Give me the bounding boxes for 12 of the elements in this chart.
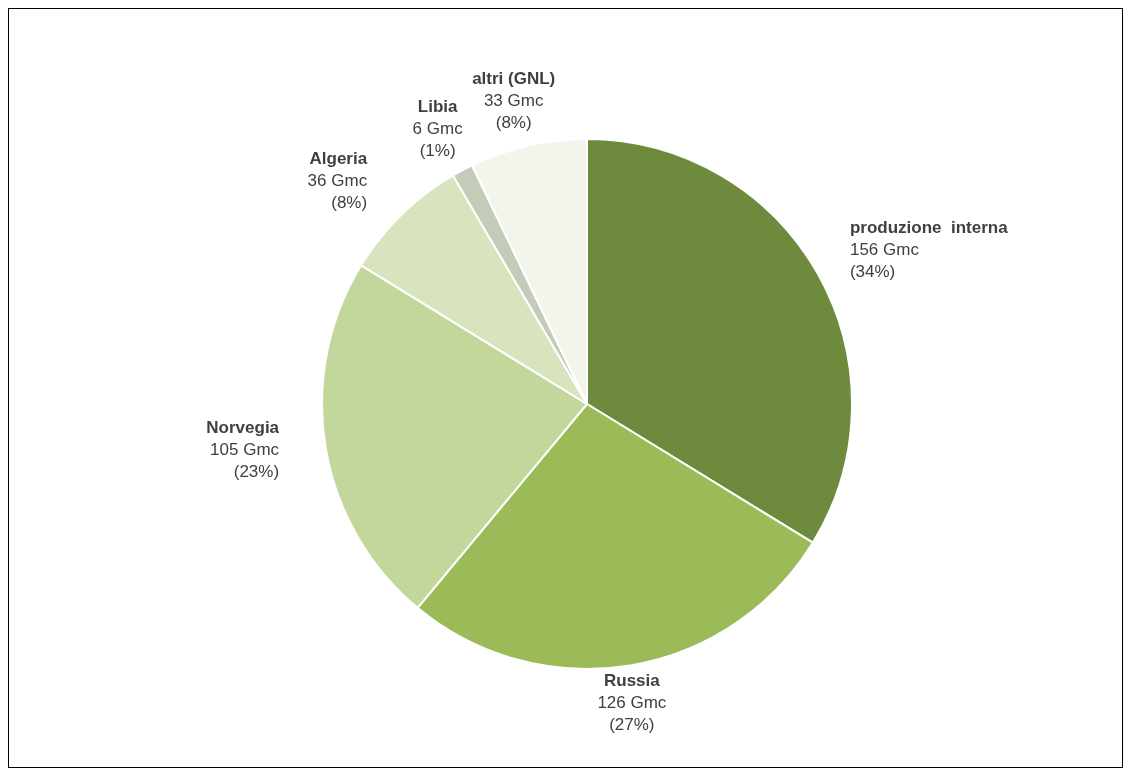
slice-label: produzione interna (849, 217, 1009, 237)
data-label: 33 Gmc (8%) (483, 90, 544, 132)
slice-label: Libia (417, 96, 459, 116)
data-label: 6 Gmc (1%) (412, 118, 464, 160)
data-label: 36 Gmc (8%) (307, 170, 368, 212)
slice-label: altri (GNL) (472, 68, 556, 88)
data-label: 156 Gmc (34%) (849, 239, 920, 281)
data-label: 105 Gmc (23%) (210, 439, 280, 481)
slice-label: Algeria (309, 148, 368, 168)
slice-label: Norvegia (206, 417, 280, 437)
slice-label: Russia (604, 670, 661, 690)
data-label: 126 Gmc (27%) (597, 692, 667, 734)
